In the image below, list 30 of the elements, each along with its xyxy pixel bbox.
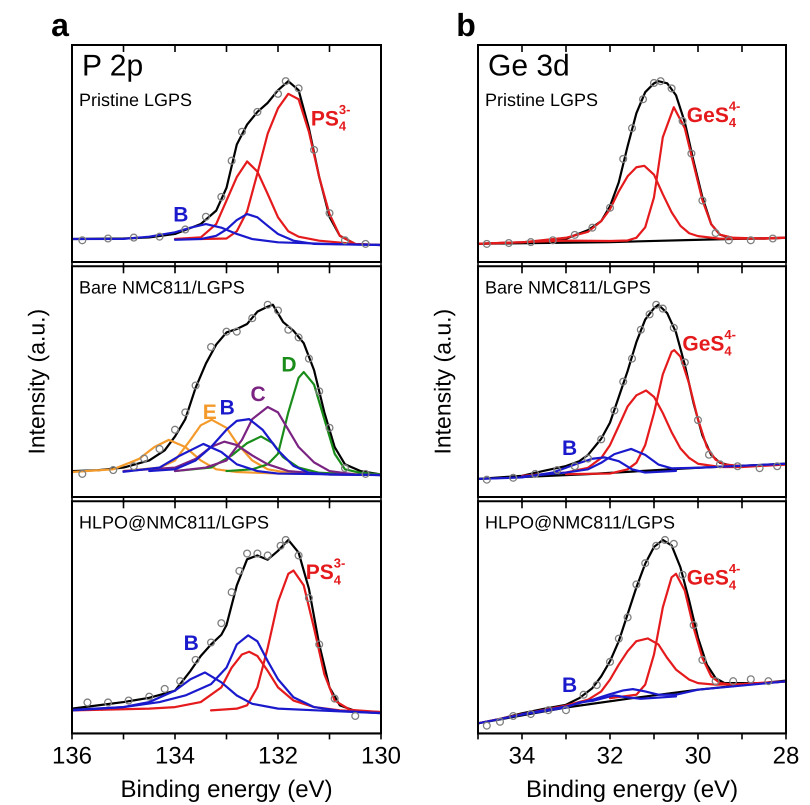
x-tick-label: 32: [596, 742, 624, 770]
annotation: B: [173, 203, 188, 226]
annotation: C: [250, 382, 266, 406]
annotation: E: [202, 401, 217, 424]
chart-subtitle: Bare NMC811/LGPS: [485, 277, 651, 298]
x-tick-label: 30: [684, 742, 712, 770]
x-tick-label: 136: [52, 742, 92, 770]
text: b: [456, 6, 476, 43]
chart-title: P 2p: [82, 49, 144, 82]
annotation: B: [220, 396, 235, 420]
x-tick-label: 34: [508, 742, 536, 770]
x-axis-title: Binding energy (eV): [120, 776, 333, 804]
annotation: B: [562, 437, 578, 460]
annotation: B: [184, 632, 199, 655]
y-axis-title: Intensity (a.u.): [429, 308, 456, 455]
chart-subtitle: Bare NMC811/LGPS: [79, 277, 245, 298]
chart-subtitle: HLPO@NMC811/LGPS: [79, 512, 270, 532]
x-tick-label: 28: [772, 742, 800, 770]
y-axis-title: Intensity (a.u.): [23, 308, 50, 455]
annotation: D: [281, 354, 297, 377]
chart-title: Ge 3d: [488, 49, 570, 82]
x-tick-label: 130: [360, 742, 402, 770]
chart-subtitle: HLPO@NMC811/LGPS: [485, 512, 676, 532]
x-tick-label: 132: [258, 742, 298, 770]
text: a: [51, 6, 70, 43]
annotation: B: [562, 674, 578, 697]
x-tick-label: 134: [154, 742, 196, 770]
x-axis-title: Binding energy (eV): [526, 776, 738, 804]
text: Pristine LGPS: [485, 90, 598, 110]
text: Pristine LGPS: [79, 90, 192, 110]
